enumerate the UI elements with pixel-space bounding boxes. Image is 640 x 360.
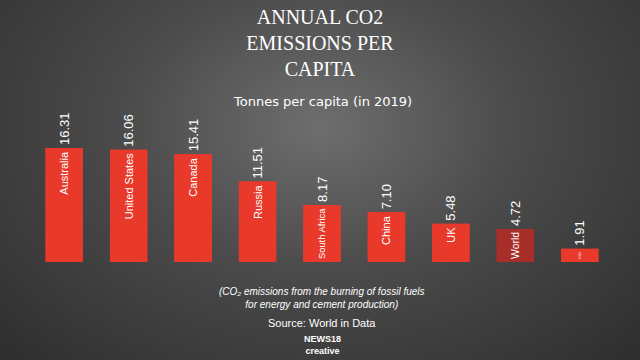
svg-text:1.91: 1.91 <box>572 220 587 245</box>
svg-text:Russia: Russia <box>252 185 264 220</box>
svg-text:South Africa: South Africa <box>317 208 327 259</box>
svg-text:Source: World in Data: Source: World in Data <box>268 317 376 329</box>
svg-text:Canada: Canada <box>187 157 199 196</box>
svg-text:UK: UK <box>445 227 457 243</box>
svg-text:(CO₂ emissions from the burnin: (CO₂ emissions from the burning of fossi… <box>219 286 425 310</box>
svg-text:India: India <box>578 252 582 259</box>
svg-text:Australia: Australia <box>58 151 70 195</box>
svg-text:5.48: 5.48 <box>443 195 458 220</box>
svg-text:China: China <box>380 215 392 245</box>
svg-text:United States: United States <box>123 153 135 220</box>
svg-text:NEWS18creative: NEWS18creative <box>304 334 341 356</box>
svg-text:World: World <box>510 232 521 259</box>
svg-text:7.10: 7.10 <box>379 184 394 209</box>
svg-text:16.06: 16.06 <box>121 114 136 147</box>
svg-text:4.72: 4.72 <box>508 201 523 226</box>
svg-text:11.51: 11.51 <box>250 147 265 179</box>
svg-text:16.31: 16.31 <box>57 112 72 145</box>
svg-text:15.41: 15.41 <box>186 119 201 152</box>
svg-text:ANNUAL CO2EMISSIONS PERCAPITA: ANNUAL CO2EMISSIONS PERCAPITA <box>246 6 394 80</box>
svg-text:Tonnes per capita (in 2019): Tonnes per capita (in 2019) <box>233 94 412 109</box>
svg-text:8.17: 8.17 <box>315 177 330 202</box>
